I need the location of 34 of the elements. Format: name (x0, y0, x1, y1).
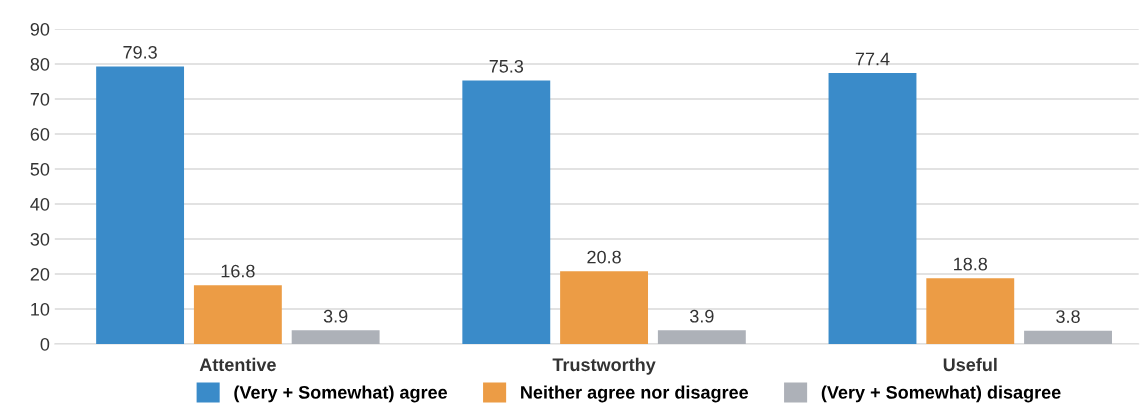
x-tick-label: Attentive (199, 357, 276, 372)
bar (926, 278, 1015, 344)
y-tick-label: 20 (30, 267, 50, 281)
bar (96, 66, 185, 344)
bar (1024, 330, 1112, 344)
bar (193, 285, 282, 344)
y-tick-label: 60 (30, 127, 50, 141)
data-label: 77.4 (855, 52, 890, 66)
data-label: 3.9 (323, 309, 348, 323)
legend-label: (Very + Somewhat) agree (234, 385, 448, 403)
bar (291, 330, 380, 344)
y-tick-label: 40 (30, 197, 50, 211)
y-tick-label: 70 (30, 92, 50, 106)
legend-label: Neither agree nor disagree (521, 385, 749, 403)
legend-label: (Very + Somewhat) disagree (821, 385, 1061, 403)
bar (828, 73, 917, 344)
data-label: 3.9 (689, 309, 714, 323)
data-label: 75.3 (489, 59, 524, 73)
data-label: 79.3 (123, 45, 157, 59)
y-tick-label: 30 (30, 232, 50, 246)
data-label: 20.8 (587, 250, 621, 264)
x-tick-label: Trustworthy (552, 357, 656, 375)
bar (462, 80, 551, 344)
y-tick-label: 50 (30, 162, 50, 176)
data-label: 18.8 (954, 257, 988, 271)
y-tick-label: 0 (40, 337, 50, 351)
data-label: 16.8 (221, 264, 255, 278)
bar (560, 271, 649, 344)
x-tick-label: Useful (943, 357, 997, 372)
data-label: 3.8 (1056, 310, 1080, 323)
y-tick-label: 90 (30, 22, 50, 36)
y-tick-label: 10 (31, 302, 50, 316)
bar (657, 330, 746, 344)
y-tick-label: 80 (30, 57, 50, 71)
